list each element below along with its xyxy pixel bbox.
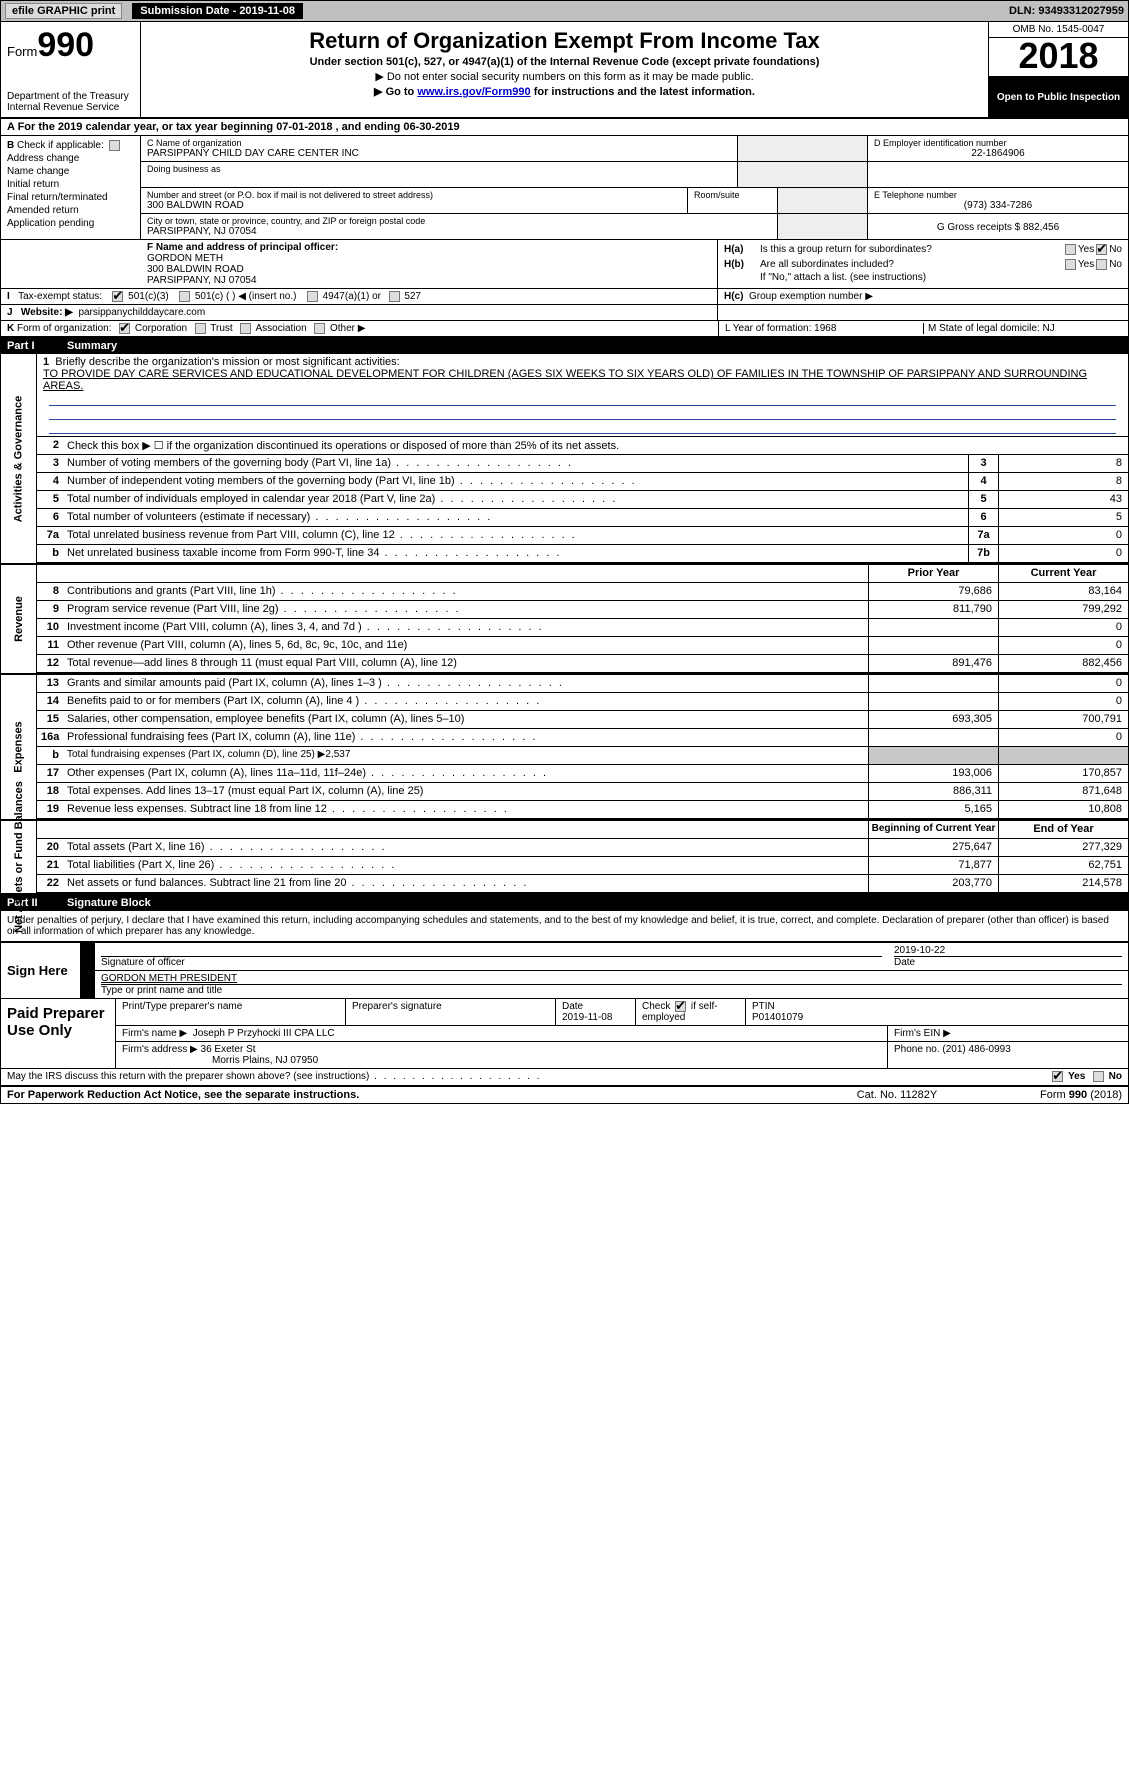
section-f-h: F Name and address of principal officer:…: [1, 240, 1128, 289]
top-bar: efile GRAPHIC print Submission Date - 20…: [1, 1, 1128, 22]
phone: (973) 334-7286: [874, 200, 1122, 211]
officer-addr1: 300 BALDWIN ROAD: [147, 264, 711, 275]
ha-yes[interactable]: [1065, 244, 1076, 255]
form-title: Return of Organization Exempt From Incom…: [147, 28, 982, 54]
chk-other[interactable]: [314, 323, 325, 334]
form-header: Form990 Department of the Treasury Inter…: [1, 22, 1128, 119]
room-label: Room/suite: [694, 190, 771, 200]
b-addr-change: Address change: [7, 153, 134, 164]
firm-name: Joseph P Przyhocki III CPA LLC: [193, 1028, 335, 1039]
penalty-text: Under penalties of perjury, I declare th…: [1, 911, 1128, 942]
form-number: Form990: [7, 26, 134, 65]
checkbox[interactable]: [109, 140, 120, 151]
dba-label: Doing business as: [147, 164, 731, 174]
e-label: E Telephone number: [874, 190, 1122, 200]
chk-assoc[interactable]: [240, 323, 251, 334]
dept: Department of the Treasury: [7, 91, 134, 102]
vlabel-revenue: Revenue: [1, 565, 37, 673]
street: 300 BALDWIN ROAD: [147, 200, 681, 211]
org-name: PARSIPPANY CHILD DAY CARE CENTER INC: [147, 148, 731, 159]
b-final: Final return/terminated: [7, 192, 134, 203]
chk-501c3[interactable]: [112, 291, 123, 302]
open-to-public: Open to Public Inspection: [989, 77, 1128, 117]
chk-trust[interactable]: [195, 323, 206, 334]
hb-no[interactable]: [1096, 259, 1107, 270]
officer-name: GORDON METH: [147, 253, 711, 264]
self-emp-chk[interactable]: [675, 1001, 686, 1012]
d-label: D Employer identification number: [874, 138, 1122, 148]
tri-icon: [81, 943, 95, 970]
gross: 882,456: [1023, 222, 1059, 233]
state-domicile: M State of legal domicile: NJ: [924, 323, 1122, 334]
col-b: B Check if applicable: Address change Na…: [1, 136, 141, 239]
g-label: G Gross receipts $: [937, 222, 1020, 233]
chk-501c[interactable]: [179, 291, 190, 302]
irs: Internal Revenue Service: [7, 102, 134, 113]
b-amended: Amended return: [7, 205, 134, 216]
note2: ▶ Go to www.irs.gov/Form990 for instruct…: [147, 85, 982, 98]
line1: 1 Briefly describe the organization's mi…: [37, 354, 1128, 437]
row-a: A For the 2019 calendar year, or tax yea…: [1, 119, 1128, 136]
vlabel-activities: Activities & Governance: [1, 354, 37, 563]
section-b-h: B Check if applicable: Address change Na…: [1, 136, 1128, 240]
subtitle: Under section 501(c), 527, or 4947(a)(1)…: [147, 56, 982, 68]
tax-year: 2018: [989, 38, 1128, 77]
chk-527[interactable]: [389, 291, 400, 302]
discuss-yes[interactable]: [1052, 1071, 1063, 1082]
officer-sig-name: GORDON METH PRESIDENT: [101, 973, 1122, 984]
city-label: City or town, state or province, country…: [147, 216, 771, 226]
c-label: C Name of organization: [147, 138, 731, 148]
street-label: Number and street (or P.O. box if mail i…: [147, 190, 681, 200]
chk-corp[interactable]: [119, 323, 130, 334]
irs-link[interactable]: www.irs.gov/Form990: [417, 86, 530, 98]
b-pending: Application pending: [7, 218, 134, 229]
tri-icon: [81, 971, 95, 998]
submission-date: Submission Date - 2019-11-08: [132, 3, 303, 19]
f-label: F Name and address of principal officer:: [147, 242, 338, 253]
efile-badge: efile GRAPHIC print: [5, 3, 122, 19]
vlabel-netassets: Net Assets or Fund Balances: [1, 821, 37, 893]
hb-yes[interactable]: [1065, 259, 1076, 270]
discuss-no[interactable]: [1093, 1071, 1104, 1082]
ein: 22-1864906: [874, 148, 1122, 159]
sign-here: Sign Here Signature of officer 2019-10-2…: [1, 942, 1128, 999]
chk-4947[interactable]: [307, 291, 318, 302]
year-formation: L Year of formation: 1968: [725, 323, 924, 334]
b-initial: Initial return: [7, 179, 134, 190]
part1-bar: Part ISummary: [1, 338, 1128, 354]
officer-addr2: PARSIPPANY, NJ 07054: [147, 275, 711, 286]
footer: For Paperwork Reduction Act Notice, see …: [1, 1087, 1128, 1103]
dln: DLN: 93493312027959: [1009, 5, 1124, 17]
note1: ▶ Do not enter social security numbers o…: [147, 70, 982, 83]
ha-no[interactable]: [1096, 244, 1107, 255]
b-name-change: Name change: [7, 166, 134, 177]
part2-bar: Part IISignature Block: [1, 895, 1128, 911]
mission-text: TO PROVIDE DAY CARE SERVICES AND EDUCATI…: [43, 368, 1087, 392]
paid-preparer: Paid Preparer Use Only Print/Type prepar…: [1, 999, 1128, 1069]
website: parsippanychilddaycare.com: [78, 307, 205, 318]
city: PARSIPPANY, NJ 07054: [147, 226, 771, 237]
